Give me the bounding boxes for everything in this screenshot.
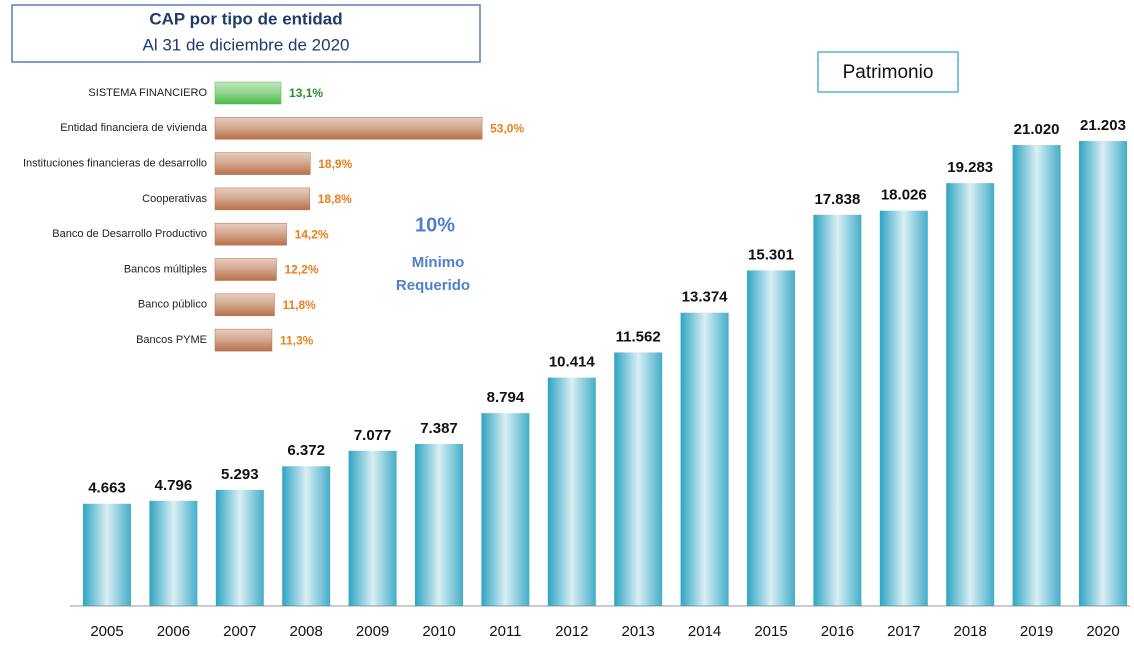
chart-title: CAP por tipo de entidad — [149, 9, 342, 28]
value-label: 10.414 — [549, 354, 596, 371]
category-label: Entidad financiera de vivienda — [60, 122, 208, 134]
value-label: 21.020 — [1014, 121, 1060, 138]
bar — [83, 503, 131, 606]
value-label: 11,8% — [282, 298, 316, 312]
bar — [214, 328, 273, 352]
category-label: Bancos PYME — [136, 334, 207, 346]
x-tick-label: 2005 — [90, 623, 123, 640]
value-label: 4.796 — [155, 477, 193, 494]
value-label: 19.283 — [947, 159, 993, 176]
bar — [214, 222, 287, 246]
value-label: 12,2% — [284, 263, 318, 277]
bar — [680, 312, 729, 606]
x-tick-label: 2019 — [1020, 623, 1053, 640]
value-label: 15.301 — [748, 246, 794, 263]
bar — [1012, 145, 1061, 606]
value-label: 4.663 — [88, 480, 126, 497]
x-tick-label: 2018 — [954, 623, 987, 640]
bar — [879, 210, 928, 606]
annotation: Requerido — [396, 277, 470, 294]
bar — [415, 444, 463, 606]
x-tick-label: 2016 — [821, 623, 854, 640]
value-label: 13,1% — [289, 86, 323, 100]
annotation: Mínimo — [412, 254, 465, 271]
title-box — [817, 51, 959, 93]
value-label: 21.203 — [1080, 117, 1126, 134]
x-tick-label: 2013 — [622, 623, 655, 640]
x-tick-label: 2020 — [1086, 623, 1119, 640]
bar — [214, 81, 282, 105]
value-label: 6.372 — [287, 442, 325, 459]
value-label: 18,9% — [318, 157, 352, 171]
value-label: 18.026 — [881, 187, 927, 204]
bar — [215, 489, 264, 606]
x-tick-label: 2015 — [754, 623, 787, 640]
title-box — [11, 4, 481, 63]
value-label: 17.838 — [814, 191, 860, 208]
x-tick-label: 2006 — [157, 623, 190, 640]
value-label: 13.374 — [682, 289, 729, 306]
bar — [747, 270, 795, 606]
bar — [614, 352, 663, 606]
x-tick-label: 2014 — [688, 623, 721, 640]
value-label: 11,3% — [280, 333, 314, 347]
x-tick-label: 2010 — [422, 623, 455, 640]
category-label: Bancos múltiples — [124, 263, 208, 275]
value-label: 53,0% — [490, 121, 524, 135]
x-tick-label: 2011 — [489, 623, 521, 640]
bar — [481, 413, 530, 606]
category-label: Cooperativas — [142, 193, 207, 205]
bar — [214, 258, 277, 281]
bar — [813, 214, 862, 606]
bar — [1079, 141, 1127, 607]
bar — [149, 500, 198, 606]
x-tick-label: 2007 — [223, 623, 256, 640]
bar — [547, 377, 596, 606]
bar — [214, 117, 483, 140]
bar — [214, 187, 311, 211]
value-label: 5.293 — [221, 466, 259, 483]
chart-title: Patrimonio — [843, 62, 934, 83]
category-label: Banco de Desarrollo Productivo — [52, 228, 207, 240]
value-label: 18,8% — [318, 192, 352, 206]
x-tick-label: 2012 — [555, 623, 588, 640]
value-label: 14,2% — [295, 227, 329, 241]
x-tick-label: 2008 — [290, 623, 323, 640]
annotation: 10% — [415, 214, 455, 236]
bar — [946, 183, 995, 606]
chart-subtitle: Al 31 de diciembre de 2020 — [143, 35, 350, 54]
x-tick-label: 2017 — [887, 623, 920, 640]
category-label: SISTEMA FINANCIERO — [88, 87, 207, 99]
category-label: Instituciones financieras de desarrollo — [23, 158, 207, 170]
bar — [214, 152, 311, 175]
value-label: 11.562 — [616, 328, 661, 345]
value-label: 8.794 — [487, 389, 525, 406]
value-label: 7.387 — [420, 420, 458, 437]
x-tick-label: 2009 — [356, 623, 389, 640]
bar — [348, 450, 397, 606]
value-label: 7.077 — [354, 427, 392, 444]
bar — [282, 466, 331, 606]
bar — [214, 293, 275, 317]
category-label: Banco público — [138, 299, 207, 311]
